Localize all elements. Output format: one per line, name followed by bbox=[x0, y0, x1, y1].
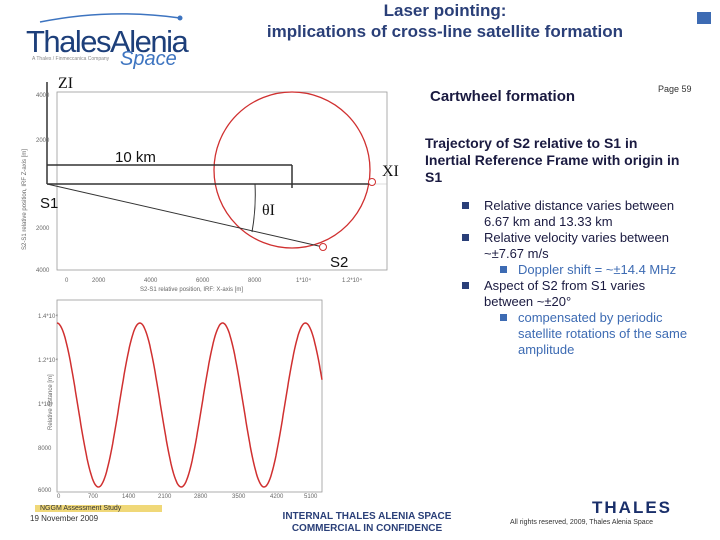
xi-point-marker bbox=[368, 178, 376, 186]
sub-bullet-item: Doppler shift = ~±14.4 MHz bbox=[496, 262, 692, 278]
bottom-y-tick: 8000 bbox=[38, 446, 52, 452]
bullet-text: Relative distance varies between 6.67 km… bbox=[484, 198, 675, 229]
logo-wordmark: ThalesAlenia bbox=[26, 24, 189, 59]
bullet-square-icon bbox=[462, 234, 469, 241]
top-x-tick: 1.2*10⁴ bbox=[342, 277, 362, 284]
footer-study: NGGM Assessment Study bbox=[35, 505, 162, 512]
slide-title: Laser pointing: implications of cross-li… bbox=[220, 0, 670, 42]
bottom-x-tick: 2100 bbox=[158, 494, 172, 500]
top-x-tick: 0 bbox=[65, 278, 69, 284]
theta-label: θI bbox=[262, 202, 275, 219]
bullet-text: compensated by periodic satellite rotati… bbox=[518, 310, 688, 357]
title-line-2: implications of cross-line satellite for… bbox=[266, 22, 624, 41]
logo-swoosh bbox=[39, 13, 181, 23]
classification-line-2: COMMERCIAL IN CONFIDENCE bbox=[291, 523, 443, 534]
bottom-y-tick: 1*10⁴ bbox=[38, 401, 53, 408]
s1-s2-line bbox=[46, 183, 324, 248]
corner-accent bbox=[697, 12, 711, 24]
distance-label: 10 km bbox=[115, 149, 156, 166]
sub-bullet-item: compensated by periodic satellite rotati… bbox=[496, 310, 692, 358]
bullet-item: Aspect of S2 from S1 varies between ~±20… bbox=[462, 278, 692, 310]
bullet-square-icon bbox=[500, 266, 507, 273]
page-number: Page 59 bbox=[658, 84, 692, 94]
bottom-x-tick: 4200 bbox=[270, 494, 284, 500]
bullet-item: Relative distance varies between 6.67 km… bbox=[462, 198, 692, 230]
top-y-axis-label: S2-S1 relative position, IRF Z-axis [m] bbox=[22, 149, 28, 250]
bottom-x-tick: 700 bbox=[88, 494, 99, 500]
logo-tagline: A Thales / Finmeccanica Company bbox=[32, 56, 110, 62]
footer-rights: All rights reserved, 2009, Thales Alenia… bbox=[510, 519, 654, 526]
top-x-tick: 8000 bbox=[248, 278, 262, 284]
cartwheel-trajectory bbox=[213, 91, 371, 249]
top-x-tick: 1*10⁴ bbox=[296, 277, 311, 284]
bottom-y-axis-label: Relative distance [m] bbox=[48, 374, 54, 430]
bullet-text: Relative velocity varies between ~±7.67 … bbox=[484, 230, 669, 261]
bullet-square-icon bbox=[500, 314, 507, 321]
bottom-x-tick: 3500 bbox=[232, 494, 246, 500]
bottom-plot-frame bbox=[56, 299, 323, 493]
title-line-1: Laser pointing: bbox=[383, 1, 507, 20]
relative-distance-curve bbox=[56, 322, 323, 488]
top-y-tick: 4000 bbox=[36, 93, 50, 99]
classification-line-1: INTERNAL THALES ALENIA SPACE bbox=[282, 511, 452, 522]
bullet-square-icon bbox=[462, 282, 469, 289]
bottom-y-tick: 1.4*10⁴ bbox=[38, 313, 58, 320]
theta-arc bbox=[251, 183, 256, 233]
bottom-y-tick: 6000 bbox=[38, 488, 52, 494]
bullet-text: Doppler shift = ~±14.4 MHz bbox=[518, 262, 677, 277]
xi-label: XI bbox=[382, 163, 399, 180]
bullet-item: Relative velocity varies between ~±7.67 … bbox=[462, 230, 692, 262]
top-x-axis-label: S2-S1 relative position, IRF: X-axis [m] bbox=[140, 287, 243, 293]
s2-marker bbox=[319, 243, 327, 251]
footer-classification: INTERNAL THALES ALENIA SPACE COMMERCIAL … bbox=[262, 511, 472, 535]
s2-label: S2 bbox=[330, 254, 348, 271]
top-y-tick: 2000 bbox=[36, 226, 50, 232]
trajectory-heading: Trajectory of S2 relative to S1 in Inert… bbox=[425, 135, 680, 185]
logo-dot bbox=[177, 15, 183, 21]
bottom-x-tick: 5100 bbox=[304, 494, 318, 500]
cartwheel-label: Cartwheel formation bbox=[430, 88, 576, 105]
zi-label: ZI bbox=[58, 75, 73, 92]
bottom-x-tick: 2800 bbox=[194, 494, 208, 500]
top-x-tick: 4000 bbox=[144, 278, 158, 284]
top-y-tick: 2000 bbox=[36, 138, 50, 144]
footer-date: 19 November 2009 bbox=[30, 514, 99, 523]
top-x-tick: 2000 bbox=[92, 278, 106, 284]
top-y-tick: 4000 bbox=[36, 268, 50, 274]
bullet-list: Relative distance varies between 6.67 km… bbox=[462, 198, 692, 358]
bottom-y-tick: 1.2*10⁴ bbox=[38, 357, 58, 364]
top-x-tick: 6000 bbox=[196, 278, 210, 284]
bottom-x-tick: 0 bbox=[57, 494, 61, 500]
bullet-text: Aspect of S2 from S1 varies between ~±20… bbox=[484, 278, 646, 309]
s1-label: S1 bbox=[40, 195, 58, 212]
logo-space: Space bbox=[120, 48, 177, 70]
bullet-square-icon bbox=[462, 202, 469, 209]
bottom-x-tick: 1400 bbox=[122, 494, 136, 500]
top-plot-frame bbox=[56, 91, 388, 271]
thales-brand: THALES bbox=[592, 498, 672, 517]
